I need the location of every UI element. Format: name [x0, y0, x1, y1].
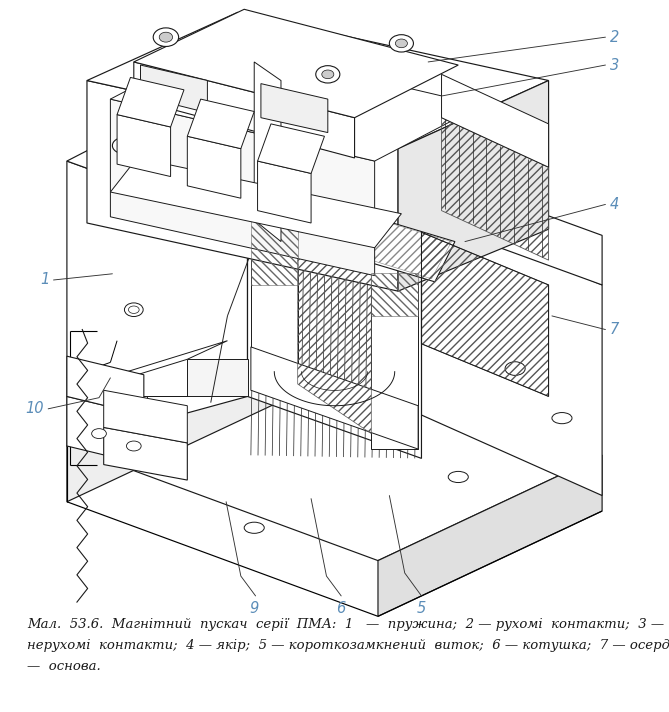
- Ellipse shape: [244, 522, 264, 533]
- Polygon shape: [67, 340, 602, 560]
- Polygon shape: [67, 397, 144, 464]
- Polygon shape: [110, 43, 482, 161]
- Polygon shape: [134, 62, 355, 158]
- Polygon shape: [398, 80, 549, 291]
- Polygon shape: [117, 115, 171, 177]
- Ellipse shape: [448, 471, 468, 483]
- Polygon shape: [371, 220, 418, 449]
- Ellipse shape: [120, 454, 140, 465]
- Text: 10: 10: [25, 402, 43, 417]
- Polygon shape: [67, 356, 144, 415]
- Ellipse shape: [153, 28, 179, 46]
- Polygon shape: [217, 177, 455, 282]
- Polygon shape: [110, 158, 401, 248]
- Polygon shape: [398, 161, 602, 285]
- Polygon shape: [378, 455, 602, 617]
- Text: 2: 2: [610, 30, 619, 45]
- Polygon shape: [258, 124, 324, 174]
- Polygon shape: [87, 80, 398, 291]
- Text: 9: 9: [250, 601, 259, 616]
- Ellipse shape: [322, 70, 334, 78]
- Ellipse shape: [389, 35, 413, 52]
- Text: 5: 5: [417, 601, 426, 616]
- Polygon shape: [104, 427, 187, 480]
- Ellipse shape: [92, 429, 106, 439]
- Polygon shape: [67, 360, 248, 446]
- Polygon shape: [67, 161, 248, 446]
- Polygon shape: [251, 216, 298, 390]
- Ellipse shape: [505, 362, 525, 375]
- Text: 7: 7: [610, 322, 619, 337]
- Polygon shape: [258, 161, 311, 223]
- Polygon shape: [87, 12, 549, 149]
- Ellipse shape: [128, 306, 139, 313]
- Ellipse shape: [395, 39, 407, 48]
- Text: 1: 1: [40, 273, 50, 288]
- Polygon shape: [248, 211, 421, 459]
- Polygon shape: [67, 340, 291, 502]
- Ellipse shape: [118, 142, 130, 150]
- Polygon shape: [110, 99, 375, 276]
- Polygon shape: [67, 340, 227, 397]
- Polygon shape: [134, 9, 458, 117]
- Ellipse shape: [159, 32, 173, 42]
- Text: 6: 6: [337, 601, 346, 616]
- Ellipse shape: [126, 441, 141, 451]
- Text: Мал.  53.6.  Магнітний  пускач  серії  ПМА:  1   —  пружина;  2 — рухомі  контак: Мал. 53.6. Магнітний пускач серії ПМА: 1…: [27, 618, 669, 673]
- Polygon shape: [187, 99, 254, 149]
- Polygon shape: [251, 347, 418, 449]
- Ellipse shape: [552, 412, 572, 424]
- Polygon shape: [254, 62, 281, 241]
- Polygon shape: [104, 390, 187, 443]
- Polygon shape: [187, 136, 241, 198]
- Polygon shape: [140, 65, 207, 112]
- Polygon shape: [117, 78, 184, 127]
- Polygon shape: [442, 74, 549, 167]
- Polygon shape: [261, 83, 328, 132]
- Polygon shape: [67, 83, 398, 226]
- Ellipse shape: [316, 66, 340, 83]
- Polygon shape: [421, 211, 602, 496]
- Text: 4: 4: [610, 197, 619, 212]
- Text: 3: 3: [610, 58, 619, 73]
- Polygon shape: [248, 149, 398, 397]
- Ellipse shape: [112, 137, 135, 154]
- Ellipse shape: [124, 303, 143, 317]
